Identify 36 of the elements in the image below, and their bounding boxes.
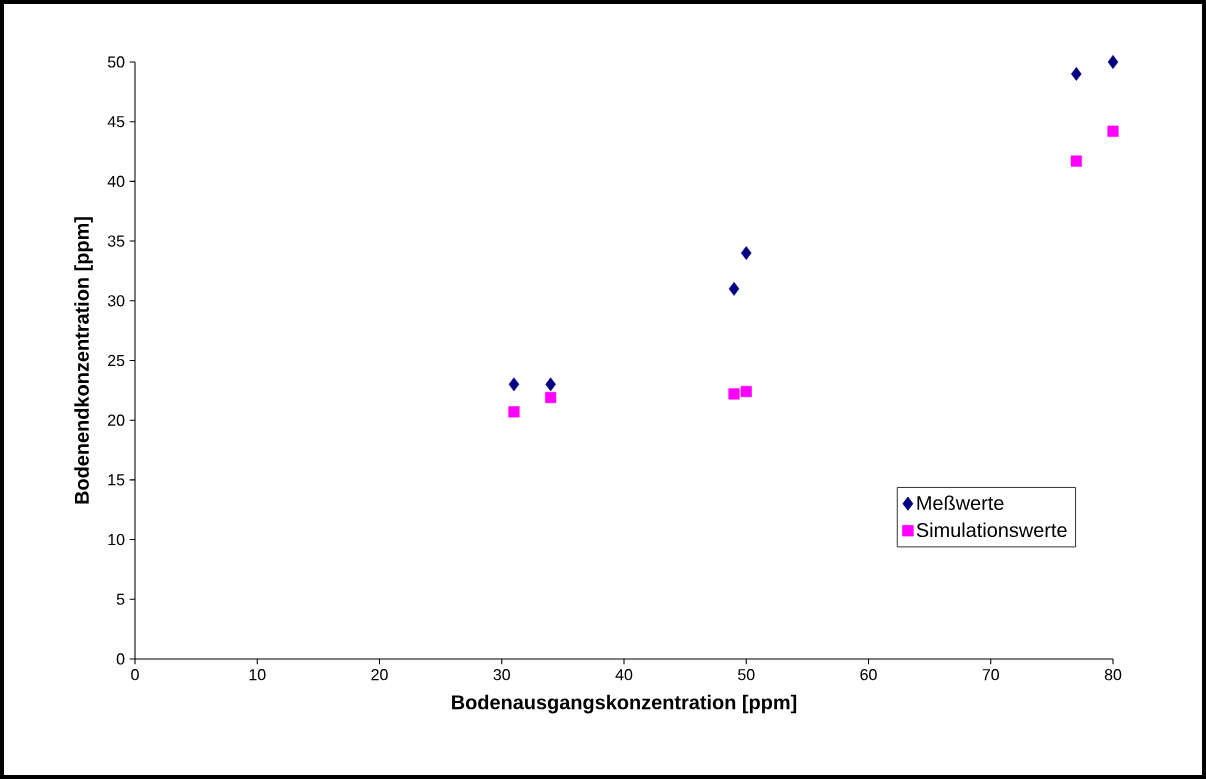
legend-label: Simulationswerte (916, 522, 1067, 538)
point (508, 377, 520, 392)
point (740, 385, 752, 398)
point (545, 391, 557, 404)
point (728, 281, 740, 296)
point (545, 377, 556, 392)
y-axis-title: Bodenendkonzentration [ppm] (74, 217, 93, 504)
x-tick-label: 70 (982, 669, 999, 681)
x-tick-label: 20 (371, 669, 388, 681)
x-tick-label: 0 (131, 669, 139, 681)
point (1071, 67, 1082, 81)
y-tick-label: 45 (107, 116, 125, 128)
x-tick-label: 10 (249, 669, 266, 681)
y-tick-label: 0 (116, 653, 125, 665)
y-tick-label: 20 (108, 414, 125, 426)
point (1107, 125, 1119, 137)
x-tick-label: 60 (860, 669, 877, 681)
y-tick-label: 50 (107, 56, 125, 68)
point (1070, 155, 1082, 167)
x-tick-label: 30 (493, 669, 510, 681)
x-tick-label: 40 (615, 669, 633, 681)
y-tick-label: 10 (108, 533, 125, 546)
point (508, 406, 520, 418)
y-tick-label: 40 (107, 175, 125, 188)
y-tick-label: 30 (107, 295, 125, 307)
y-tick-label: 5 (116, 593, 125, 605)
x-tick-label: 50 (738, 669, 755, 681)
y-tick-label: 35 (107, 235, 125, 247)
y-tick-label: 15 (108, 474, 125, 486)
x-tick-label: 80 (1104, 669, 1122, 681)
x-axis-title: Bodenausgangskonzentration [ppm] (452, 694, 797, 714)
point (741, 246, 752, 260)
point (728, 388, 740, 400)
y-tick-label: 25 (108, 354, 125, 367)
legend-label: Meßwerte (917, 495, 1004, 511)
point (1107, 55, 1119, 69)
